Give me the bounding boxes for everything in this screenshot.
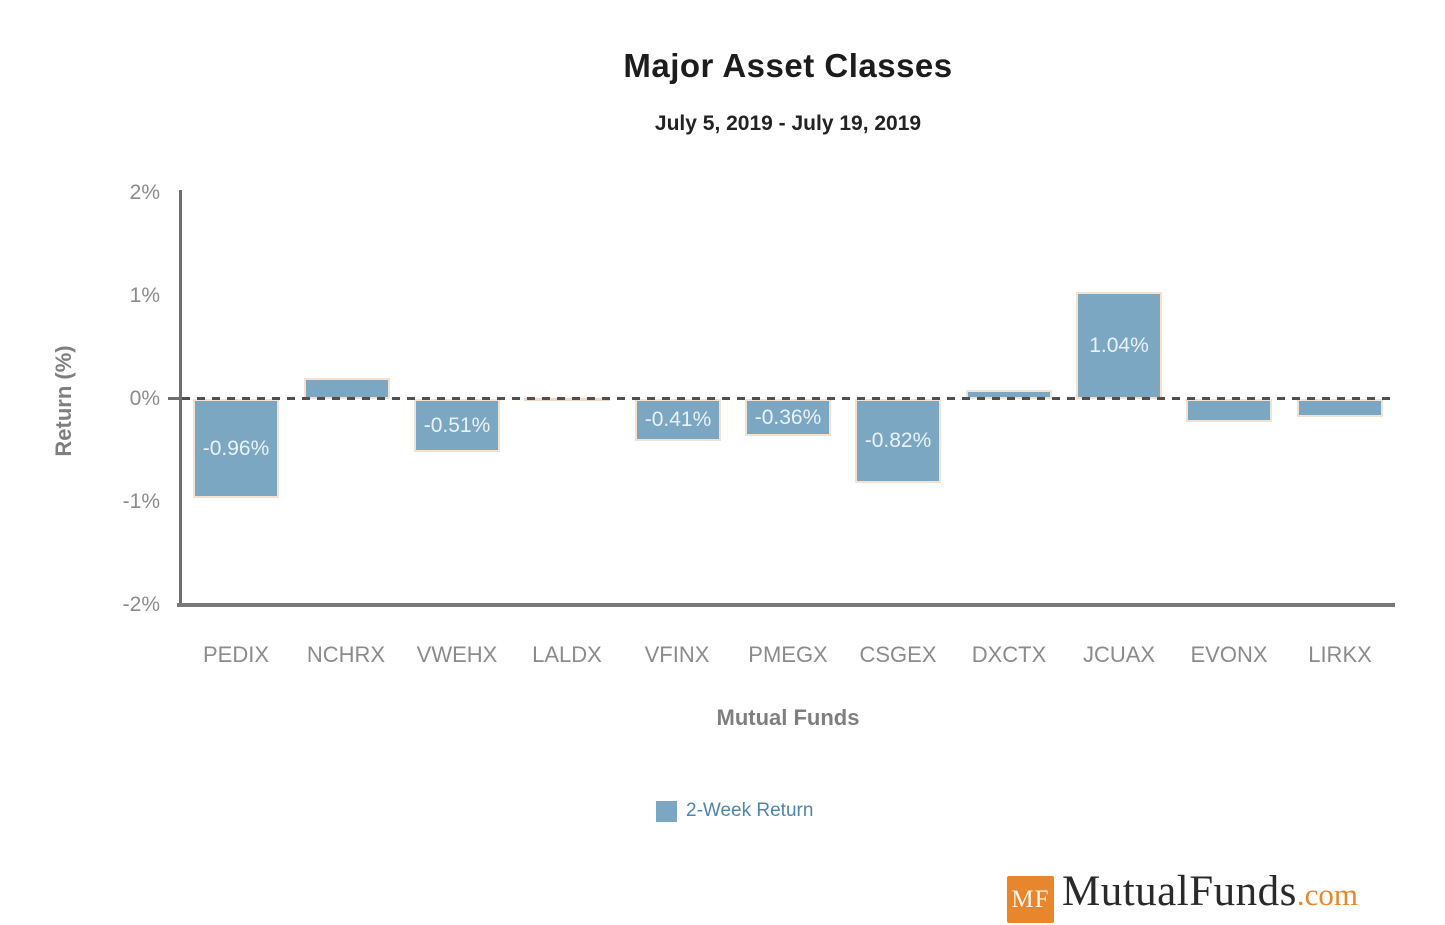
y-tick-label: -2% — [122, 593, 160, 616]
x-tick-label-EVONX: EVONX — [1190, 642, 1268, 667]
bar-data-label: -0.36% — [754, 405, 822, 429]
y-tick-label: 1% — [129, 284, 160, 307]
bar-VFINX: -0.41% — [635, 399, 721, 441]
y-tick-label: 2% — [129, 181, 160, 204]
bar-JCUAX: 1.04% — [1076, 292, 1162, 399]
x-tick-label-JCUAX: JCUAX — [1082, 642, 1156, 667]
mutualfunds-logo[interactable]: MF MutualFunds.com — [1007, 869, 1358, 923]
x-tick-label-NCHRX: NCHRX — [306, 642, 386, 667]
y-axis-zero-tick — [168, 397, 179, 400]
brand-tld: .com — [1296, 877, 1358, 912]
brand-name: MutualFunds — [1062, 868, 1297, 915]
x-axis-line — [177, 603, 1395, 607]
bar-NCHRX — [304, 378, 390, 399]
y-axis-line — [179, 190, 182, 607]
bar-data-label: -0.41% — [644, 408, 712, 431]
x-tick-label-CSGEX: CSGEX — [859, 642, 937, 667]
mf-badge-text: MF — [1011, 885, 1050, 913]
y-tick-label: -1% — [122, 490, 160, 513]
bar-data-label: -0.82% — [864, 429, 932, 452]
bar-data-label: -0.96% — [202, 436, 270, 460]
bar-data-label: -0.51% — [423, 413, 491, 437]
bar-LIRKX — [1297, 399, 1383, 417]
bar-PMEGX: -0.36% — [745, 399, 831, 436]
zero-dashed-line — [182, 397, 1391, 400]
legend-swatch-icon — [656, 800, 677, 822]
x-axis-title: Mutual Funds — [716, 705, 860, 730]
x-tick-label-LALDX: LALDX — [532, 642, 602, 667]
bar-EVONX — [1186, 399, 1272, 422]
x-tick-label-PMEGX: PMEGX — [748, 642, 828, 667]
y-tick-label: 0% — [129, 387, 160, 410]
bar-data-label: 1.04% — [1089, 333, 1149, 357]
mf-badge-icon: MF — [1007, 876, 1054, 923]
legend-item-2-week-return[interactable]: 2-Week Return — [656, 800, 813, 822]
chart-subtitle: July 5, 2019 - July 19, 2019 — [654, 112, 922, 135]
x-tick-label-PEDIX: PEDIX — [202, 642, 270, 667]
x-tick-label-LIRKX: LIRKX — [1308, 642, 1372, 667]
bar-PEDIX: -0.96% — [193, 399, 279, 498]
bar-VWEHX: -0.51% — [414, 399, 500, 452]
y-axis-title: Return (%) — [51, 345, 76, 457]
bar-CSGEX: -0.82% — [855, 399, 941, 483]
x-tick-label-VWEHX: VWEHX — [416, 642, 498, 667]
chart-title: Major Asset Classes — [623, 47, 953, 84]
x-tick-label-DXCTX: DXCTX — [971, 642, 1047, 667]
plot-area: -0.96% PEDIX NCHRX -0.51% VWEHX LALDX -0.41% VF… — [181, 193, 1395, 667]
legend-label: 2-Week Return — [686, 800, 814, 821]
x-tick-label-VFINX: VFINX — [644, 642, 710, 667]
